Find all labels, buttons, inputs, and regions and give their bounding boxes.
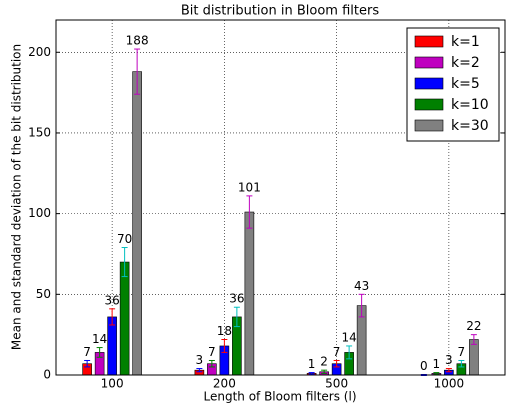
error-bar [445,368,452,373]
data-label: 22 [466,319,481,333]
data-label: 70 [117,232,132,246]
legend-swatch [414,56,444,69]
y-tick-label: 100 [28,206,51,220]
error-bar [96,347,103,358]
data-label: 1 [433,357,441,371]
data-label: 7 [458,345,466,359]
data-label: 3 [196,353,204,367]
data-label: 2 [320,355,328,369]
legend-label: k=10 [451,97,489,113]
bar [132,71,142,376]
data-label: 7 [208,345,216,359]
error-bar [358,293,365,318]
y-tick-label: 150 [28,125,51,139]
bar [107,316,117,376]
x-tick-label: 200 [213,377,236,391]
data-label: 3 [445,353,453,367]
y-axis-label: Mean and standard deviation of the bit d… [10,44,24,350]
error-bar [221,339,228,353]
error-bar [84,359,91,368]
x-tick-label: 100 [101,377,124,391]
data-label: 188 [126,34,149,48]
data-label: 18 [217,324,232,338]
legend-label: k=5 [451,76,480,92]
data-label: 14 [92,332,107,346]
error-bar [321,369,328,374]
y-tick-label: 200 [28,45,51,59]
error-bar [109,308,116,326]
data-label: 7 [83,345,91,359]
x-tick-label: 500 [325,377,348,391]
bar [119,261,130,376]
error-bar [458,359,465,368]
data-label: 14 [341,330,356,344]
legend-swatch [414,119,444,132]
error-bar [233,306,240,328]
legend-label: k=1 [451,34,480,50]
data-label: 43 [354,279,369,293]
error-bar [246,195,253,229]
legend-swatch [414,77,444,90]
chart-title: Bit distribution in Bloom filters [181,4,379,19]
error-bar [308,372,315,375]
data-label: 36 [104,293,119,307]
error-bar [346,345,353,360]
x-axis-label: Length of Bloom filters (l) [203,390,356,404]
data-label: 36 [229,292,244,306]
data-label: 1 [308,357,316,371]
bar [244,211,255,376]
legend-swatch [414,35,444,48]
y-tick-label: 50 [36,287,51,301]
y-tick-label: 0 [43,368,51,382]
legend-label: k=30 [451,118,489,134]
data-label: 0 [420,359,428,373]
error-bar [121,247,128,278]
error-bar [470,334,477,345]
data-label: 101 [238,180,261,194]
plot-frame [55,19,506,376]
error-bar [333,359,340,368]
error-bar [208,359,215,368]
x-tick-label: 1000 [434,377,465,391]
legend-swatch [414,98,444,111]
error-bar [134,48,141,95]
error-bar [196,368,203,373]
legend-label: k=2 [451,55,480,71]
error-bar [433,372,440,375]
data-label: 7 [333,345,341,359]
